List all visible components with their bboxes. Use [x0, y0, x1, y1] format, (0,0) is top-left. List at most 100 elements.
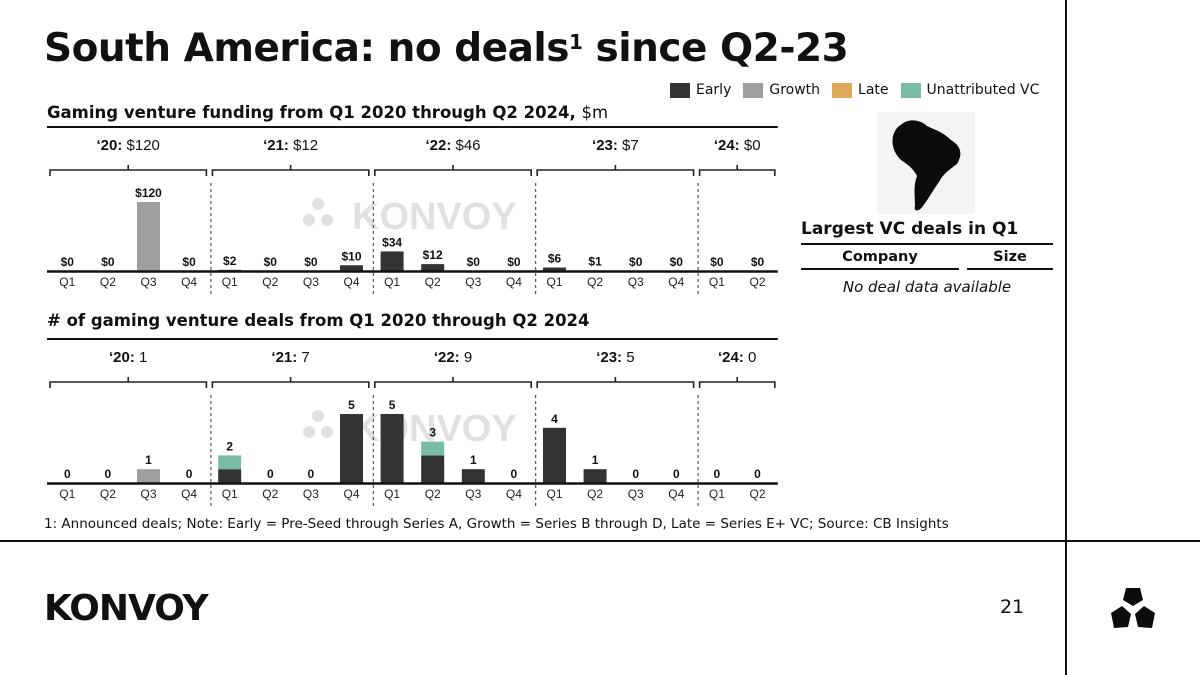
deals-year-bracket-1 [211, 377, 370, 388]
deals-chart: KONVOY ‘20: 1 ‘21: 7 ‘22: 9 ‘23: 5 ‘24: 0 0 Q1 0… [47, 338, 778, 509]
legend-swatch-growth [743, 82, 764, 98]
deals-data-label-14: 0 [632, 467, 639, 481]
title-main: South America: no deals [44, 26, 570, 71]
funding-tick-label-8: Q1 [384, 275, 400, 289]
deals-year-total-2: ‘22: 9 [434, 349, 472, 366]
funding-data-label-0: $0 [61, 255, 75, 269]
deals-bar-7-early [340, 414, 363, 483]
deals-tick-label-1: Q2 [100, 487, 116, 501]
funding-data-label-17: $0 [751, 255, 765, 269]
deals-data-label-8: 5 [389, 398, 396, 412]
deals-chart-title: # of gaming venture deals from Q1 2020 t… [47, 311, 590, 330]
funding-bar-9-early [421, 264, 445, 271]
deals-tick-label-15: Q4 [668, 487, 684, 501]
funding-data-label-15: $0 [670, 255, 684, 269]
deals-tick-label-13: Q2 [587, 487, 603, 501]
slide-title: South America: no deals1 since Q2-23 [44, 26, 849, 71]
deals-tick-label-4: Q1 [222, 487, 238, 501]
deals-bar-9-unattributed-vc [421, 441, 445, 456]
deals-header-rule-company [801, 268, 959, 270]
legend-swatch-early [670, 82, 690, 98]
legend-item-late: Late [832, 82, 889, 98]
deals-tick-label-7: Q4 [343, 487, 359, 501]
funding-tick-label-12: Q1 [546, 275, 562, 289]
deals-bar-2-growth [137, 469, 160, 483]
funding-data-label-16: $0 [710, 255, 724, 269]
south-america-map-icon [892, 120, 961, 211]
deals-data-label-15: 0 [673, 467, 680, 481]
funding-chart-unit: $m [581, 103, 609, 122]
legend-label-growth: Growth [769, 82, 821, 98]
funding-tick-label-15: Q4 [668, 275, 684, 289]
deals-data-label-7: 5 [348, 398, 355, 412]
deals-year-total-1: ‘21: 7 [271, 349, 309, 366]
funding-tick-label-17: Q2 [749, 275, 765, 289]
deals-tick-label-11: Q4 [506, 487, 522, 501]
funding-chart: KONVOY ‘20: $120 ‘21: $12 ‘22: $46 ‘23: $7 ‘2… [47, 126, 778, 297]
deals-year-bracket-4 [698, 377, 776, 388]
deals-tick-label-8: Q1 [384, 487, 400, 501]
funding-bar-8-early [380, 251, 404, 271]
deals-data-label-17: 0 [754, 467, 761, 481]
funding-tick-label-9: Q2 [425, 275, 441, 289]
deals-table-top-rule [801, 243, 1053, 245]
deals-tick-label-3: Q4 [181, 487, 197, 501]
funding-data-label-10: $0 [467, 255, 481, 269]
legend-item-early: Early [670, 82, 731, 98]
legend-label-unattributed: Unattributed VC [926, 82, 1040, 98]
funding-data-label-3: $0 [182, 255, 196, 269]
legend-swatch-late [832, 82, 853, 98]
funding-tick-label-16: Q1 [709, 275, 725, 289]
funding-year-total-4: ‘24: $0 [714, 137, 761, 154]
deals-year-bracket-2 [374, 377, 532, 388]
deals-bar-4-unattributed-vc [218, 455, 242, 470]
funding-year-bracket-1 [211, 165, 370, 176]
deals-tick-label-5: Q2 [262, 487, 278, 501]
funding-tick-label-0: Q1 [59, 275, 75, 289]
deals-tick-label-2: Q3 [140, 487, 156, 501]
deals-tick-label-10: Q3 [465, 487, 481, 501]
funding-watermark-text: KONVOY [352, 196, 517, 238]
deals-data-label-0: 0 [64, 467, 71, 481]
konvoy-logo: KONVOY [44, 588, 209, 629]
funding-tick-label-5: Q2 [262, 275, 278, 289]
funding-tick-label-2: Q3 [140, 275, 156, 289]
funding-tick-label-1: Q2 [100, 275, 116, 289]
funding-year-bracket-3 [536, 165, 695, 176]
deals-data-label-13: 1 [592, 453, 599, 467]
funding-year-total-3: ‘23: $7 [592, 137, 639, 154]
footnote: 1: Announced deals; Note: Early = Pre-Se… [44, 516, 949, 532]
deals-data-label-4: 2 [226, 439, 233, 453]
deals-bar-9-early [421, 455, 445, 483]
deals-watermark: KONVOY [303, 408, 517, 450]
deals-header-rule-size [967, 268, 1053, 270]
funding-year-bracket-0 [49, 165, 208, 176]
legend-label-early: Early [696, 82, 732, 98]
deals-data-label-3: 0 [186, 467, 193, 481]
chart-legend: Early Growth Late Unattributed VC [670, 82, 1039, 98]
funding-bar-2-growth [137, 202, 160, 271]
region-map [877, 112, 975, 214]
funding-tick-label-4: Q1 [222, 275, 238, 289]
funding-year-total-2: ‘22: $46 [425, 137, 480, 154]
funding-year-bracket-2 [374, 165, 532, 176]
legend-swatch-unattributed [900, 82, 921, 98]
legend-item-unattributed: Unattributed VC [900, 82, 1040, 98]
deals-col-size: Size [993, 249, 1027, 265]
deals-col-company: Company [842, 249, 918, 265]
legend-label-late: Late [858, 82, 889, 98]
funding-tick-label-3: Q4 [181, 275, 197, 289]
deals-bar-10-early [461, 469, 485, 483]
largest-deals-title: Largest VC deals in Q1 [801, 219, 1019, 239]
funding-tick-label-10: Q3 [465, 275, 481, 289]
funding-data-label-5: $0 [264, 255, 278, 269]
funding-tick-label-13: Q2 [587, 275, 603, 289]
deals-tick-label-9: Q2 [425, 487, 441, 501]
deals-bar-8-early [380, 414, 404, 483]
deals-chart-title-text: # of gaming venture deals from Q1 2020 t… [47, 311, 590, 330]
deals-tick-label-6: Q3 [303, 487, 319, 501]
funding-tick-label-7: Q4 [343, 275, 359, 289]
funding-data-label-7: $10 [341, 249, 361, 263]
deals-tick-label-16: Q1 [709, 487, 725, 501]
funding-data-label-8: $34 [382, 235, 402, 249]
